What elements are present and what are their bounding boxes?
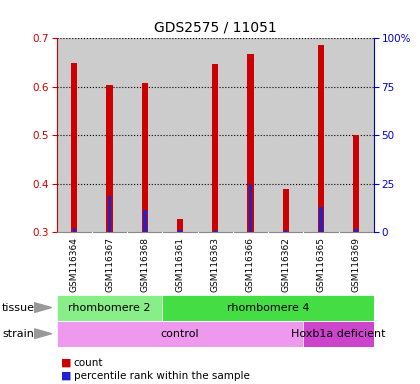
Polygon shape — [34, 329, 52, 339]
Text: GSM116364: GSM116364 — [70, 237, 79, 292]
Bar — [198, 38, 233, 232]
Bar — [212, 64, 218, 232]
Text: ■: ■ — [61, 371, 71, 381]
Text: rhombomere 4: rhombomere 4 — [227, 303, 310, 313]
Bar — [303, 321, 374, 347]
Bar — [303, 38, 339, 232]
Text: strain: strain — [2, 329, 34, 339]
Bar — [71, 63, 77, 232]
Bar — [57, 321, 303, 347]
Text: GSM116367: GSM116367 — [105, 237, 114, 292]
Bar — [178, 230, 182, 232]
Text: count: count — [74, 358, 103, 368]
Text: ■: ■ — [61, 358, 71, 368]
Bar — [233, 38, 268, 232]
Bar — [249, 184, 252, 232]
Text: percentile rank within the sample: percentile rank within the sample — [74, 371, 249, 381]
Text: GSM116366: GSM116366 — [246, 237, 255, 292]
Bar — [354, 229, 358, 232]
Bar — [353, 135, 360, 232]
Bar — [213, 230, 217, 232]
Text: GSM116368: GSM116368 — [140, 237, 149, 292]
Bar — [127, 38, 163, 232]
Bar — [142, 83, 148, 232]
Text: GSM116369: GSM116369 — [352, 237, 361, 292]
Bar — [92, 38, 127, 232]
Bar — [163, 295, 374, 321]
Bar — [73, 228, 76, 232]
Bar — [247, 55, 254, 232]
Text: tissue: tissue — [2, 303, 35, 313]
Text: GSM116363: GSM116363 — [211, 237, 220, 292]
Text: control: control — [161, 329, 200, 339]
Bar — [106, 85, 113, 232]
Text: GSM116361: GSM116361 — [176, 237, 184, 292]
Bar — [143, 210, 147, 232]
Bar — [57, 38, 92, 232]
Bar — [284, 230, 287, 232]
Text: rhombomere 2: rhombomere 2 — [68, 303, 151, 313]
Bar — [57, 295, 163, 321]
Bar — [318, 45, 324, 232]
Bar — [319, 207, 323, 232]
Text: GSM116362: GSM116362 — [281, 237, 290, 292]
Title: GDS2575 / 11051: GDS2575 / 11051 — [154, 20, 277, 35]
Bar — [108, 197, 111, 232]
Bar — [177, 219, 183, 232]
Text: GSM116365: GSM116365 — [316, 237, 326, 292]
Bar — [268, 38, 303, 232]
Text: Hoxb1a deficient: Hoxb1a deficient — [291, 329, 386, 339]
Bar — [163, 38, 198, 232]
Polygon shape — [34, 303, 52, 313]
Bar — [283, 189, 289, 232]
Bar — [339, 38, 374, 232]
